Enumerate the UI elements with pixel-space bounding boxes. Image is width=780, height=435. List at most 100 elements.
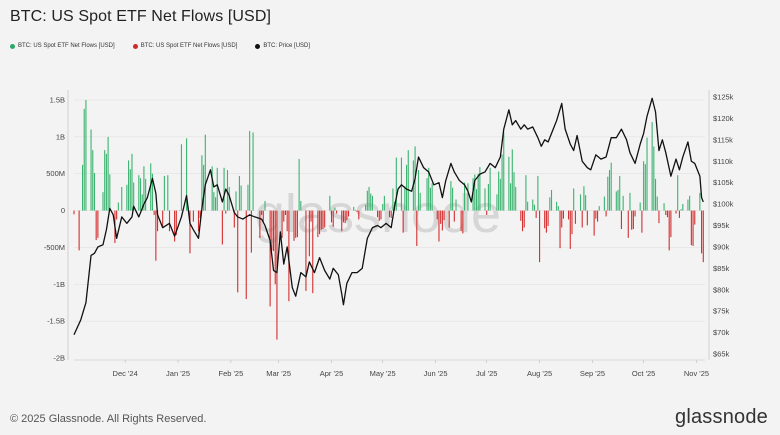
flow-bar-2025-05-02 [383,195,385,211]
flow-bar-2025-08-28 [585,195,587,211]
legend-swatch-green [10,43,15,49]
flow-bar-2025-08-13 [559,210,561,249]
flow-bar-2025-08-01 [539,210,541,263]
flow-bar-2025-02-25 [271,210,273,251]
legend-item-price[interactable]: BTC: Price [USD] [255,43,310,49]
flow-bar-2025-06-09 [448,210,450,228]
flow-bar-2025-09-05 [598,206,600,211]
flow-bar-2024-11-19 [104,150,106,211]
flow-bar-2025-10-31 [694,210,696,225]
flow-bar-2025-05-16 [407,150,409,211]
flow-bar-2025-10-10 [658,210,660,224]
flow-bar-2025-08-11 [556,201,558,211]
flow-bar-2025-06-02 [436,210,438,220]
flow-bar-2025-09-04 [597,210,599,222]
flow-bar-2025-09-09 [605,210,607,217]
flow-bar-2025-06-26 [477,173,479,211]
flow-bar-2025-04-15 [354,209,356,211]
flow-bar-2025-10-16 [668,210,670,251]
flow-bar-2025-08-26 [581,210,583,228]
y-left-tick-label: 0 [61,206,65,215]
flow-bar-2025-09-25 [632,210,634,229]
flow-bar-2025-10-27 [687,199,689,211]
flow-bar-2025-09-26 [634,210,636,217]
y-right-tick-label: $95k [713,221,730,230]
flow-bar-2024-11-26 [116,210,118,220]
flow-bar-2025-05-05 [388,210,391,218]
y-right-tick-label: $65k [713,350,730,359]
flow-bar-2024-12-23 [162,210,164,228]
flow-bar-2025-10-30 [692,210,694,246]
y-right-tick-label: $85k [713,264,730,273]
flow-bar-2025-02-24 [269,210,271,307]
chart-title: BTC: US Spot ETF Net Flows [USD] [10,8,272,25]
flow-bar-2025-04-25 [371,195,373,211]
flow-bar-2024-11-20 [105,153,107,211]
flow-bar-2025-07-07 [496,194,498,211]
flow-bar-2024-11-15 [97,210,99,238]
flow-bar-2025-04-28 [377,210,379,218]
x-tick-label: Nov '25 [684,369,709,378]
flow-bar-2025-01-29 [225,210,227,214]
flow-bar-2024-12-31 [175,210,177,235]
flow-bar-2025-03-13 [298,158,300,211]
flow-bar-2024-11-04 [78,210,80,251]
y-right-tick-label: $105k [713,178,734,187]
y-left-tick-label: -500M [44,243,65,252]
flow-bar-2025-08-14 [561,210,563,228]
flow-bar-2025-11-05 [702,210,704,263]
flow-bar-2025-02-06 [238,175,240,211]
flow-bar-2025-11-04 [701,210,703,254]
flow-bar-2025-02-04 [235,191,237,211]
flow-bar-2025-02-05 [237,210,239,293]
flow-bar-2025-09-22 [627,210,629,238]
flow-bar-2025-09-17 [619,175,621,211]
flow-bar-2025-02-19 [261,210,263,215]
flow-bar-2025-08-27 [583,186,585,211]
x-tick-label: Apr '25 [320,369,344,378]
flow-bar-2025-03-25 [319,210,321,235]
flow-bar-2025-02-11 [247,184,249,211]
flow-bar-2025-10-08 [654,178,657,211]
chart-axes: 1.5B 1B 500M 0 -500M -1B -1.5B -2B $125k $120k $11… [44,90,734,378]
legend-item-inflows[interactable]: BTC: US Spot ETF Net Flows [USD] [10,43,115,49]
flow-bar-2025-05-23 [419,192,421,211]
flow-bar-2024-12-10 [139,178,142,211]
flow-bar-2025-03-21 [312,210,314,294]
flow-bar-2024-12-19 [155,210,157,261]
flow-bar-2025-09-30 [641,210,643,233]
flow-bar-2025-04-29 [378,210,380,221]
price-series [73,97,704,335]
flow-bar-2024-11-14 [95,210,97,241]
flow-bars [73,100,704,340]
flow-bar-2025-04-03 [334,207,336,211]
y-left-tick-label: 1B [56,132,65,141]
flow-bar-2025-10-07 [653,146,655,211]
flow-bar-2025-07-08 [498,171,500,211]
x-tick-label: Jul '25 [476,369,497,378]
flow-bar-2025-07-10 [501,154,503,211]
flow-bar-2025-10-15 [666,210,669,218]
flow-bar-2024-12-11 [141,194,143,211]
legend-item-outflows[interactable]: BTC: US Spot ETF Net Flows [USD] [132,43,237,49]
flow-bar-2024-12-24 [163,175,165,211]
flow-bar-2025-09-11 [608,170,611,211]
flow-bar-2025-01-23 [215,197,217,211]
flow-bar-2025-08-18 [568,210,570,220]
flow-bar-2025-05-09 [395,157,397,211]
flow-bar-2025-04-30 [380,210,382,220]
flow-bar-2025-03-17 [305,210,307,291]
y-right-tick-label: $80k [713,285,730,294]
flow-bar-2025-08-08 [550,189,553,211]
legend-swatch-black [255,43,261,49]
flow-bar-2025-10-23 [680,209,682,211]
flow-bar-2025-08-04 [544,210,546,229]
flow-bar-2025-01-10 [192,210,194,222]
flow-bar-2025-04-24 [370,193,372,211]
flow-bar-2024-11-12 [92,150,94,211]
flow-bar-2025-08-20 [571,210,573,235]
footer-copyright: © 2025 Glassnode. All Rights Reserved. [10,413,207,425]
flow-bar-2025-06-03 [438,210,440,242]
y-right-tick-label: $100k [713,200,734,209]
